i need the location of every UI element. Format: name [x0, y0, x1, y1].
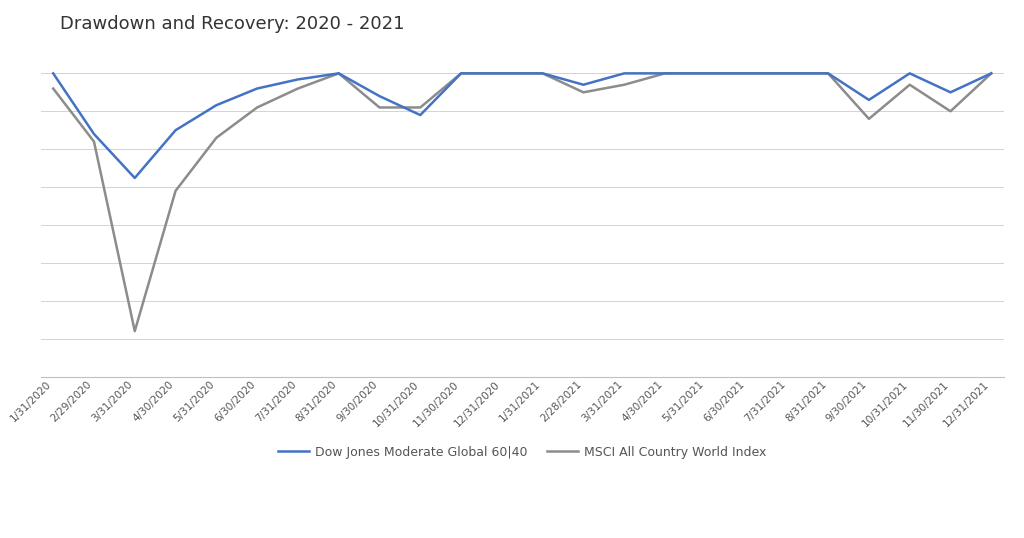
Dow Jones Moderate Global 60|40 [374, 93, 386, 100]
MSCI All Country World Index [537, 70, 549, 76]
Dow Jones Moderate Global 60|40 [333, 70, 345, 76]
Dow Jones Moderate Global 60|40 [169, 127, 181, 133]
Line: MSCI All Country World Index: MSCI All Country World Index [53, 73, 991, 331]
MSCI All Country World Index [658, 70, 671, 76]
MSCI All Country World Index [47, 86, 59, 92]
Line: Dow Jones Moderate Global 60|40: Dow Jones Moderate Global 60|40 [53, 73, 991, 178]
MSCI All Country World Index [251, 104, 263, 111]
Dow Jones Moderate Global 60|40 [618, 70, 631, 76]
MSCI All Country World Index [618, 81, 631, 88]
MSCI All Country World Index [496, 70, 508, 76]
Dow Jones Moderate Global 60|40 [740, 70, 753, 76]
Dow Jones Moderate Global 60|40 [292, 76, 304, 83]
Dow Jones Moderate Global 60|40 [537, 70, 549, 76]
MSCI All Country World Index [374, 104, 386, 111]
Dow Jones Moderate Global 60|40 [578, 81, 590, 88]
Dow Jones Moderate Global 60|40 [863, 97, 876, 103]
MSCI All Country World Index [129, 328, 141, 334]
MSCI All Country World Index [863, 116, 876, 122]
Dow Jones Moderate Global 60|40 [903, 70, 915, 76]
Dow Jones Moderate Global 60|40 [210, 102, 222, 109]
MSCI All Country World Index [903, 81, 915, 88]
Legend: Dow Jones Moderate Global 60|40, MSCI All Country World Index: Dow Jones Moderate Global 60|40, MSCI Al… [273, 441, 771, 464]
MSCI All Country World Index [985, 70, 997, 76]
MSCI All Country World Index [169, 188, 181, 194]
MSCI All Country World Index [781, 70, 794, 76]
Dow Jones Moderate Global 60|40 [129, 175, 141, 181]
MSCI All Country World Index [699, 70, 712, 76]
MSCI All Country World Index [455, 70, 467, 76]
MSCI All Country World Index [414, 104, 426, 111]
Dow Jones Moderate Global 60|40 [658, 70, 671, 76]
Dow Jones Moderate Global 60|40 [47, 70, 59, 76]
MSCI All Country World Index [578, 89, 590, 96]
Dow Jones Moderate Global 60|40 [251, 86, 263, 92]
Dow Jones Moderate Global 60|40 [88, 131, 100, 137]
Dow Jones Moderate Global 60|40 [985, 70, 997, 76]
MSCI All Country World Index [944, 108, 956, 115]
Dow Jones Moderate Global 60|40 [944, 89, 956, 96]
MSCI All Country World Index [333, 70, 345, 76]
Dow Jones Moderate Global 60|40 [781, 70, 794, 76]
MSCI All Country World Index [210, 134, 222, 141]
Dow Jones Moderate Global 60|40 [496, 70, 508, 76]
MSCI All Country World Index [292, 86, 304, 92]
Dow Jones Moderate Global 60|40 [414, 112, 426, 118]
Dow Jones Moderate Global 60|40 [822, 70, 835, 76]
MSCI All Country World Index [822, 70, 835, 76]
Text: Drawdown and Recovery: 2020 - 2021: Drawdown and Recovery: 2020 - 2021 [60, 15, 404, 33]
MSCI All Country World Index [88, 138, 100, 145]
Dow Jones Moderate Global 60|40 [455, 70, 467, 76]
Dow Jones Moderate Global 60|40 [699, 70, 712, 76]
MSCI All Country World Index [740, 70, 753, 76]
